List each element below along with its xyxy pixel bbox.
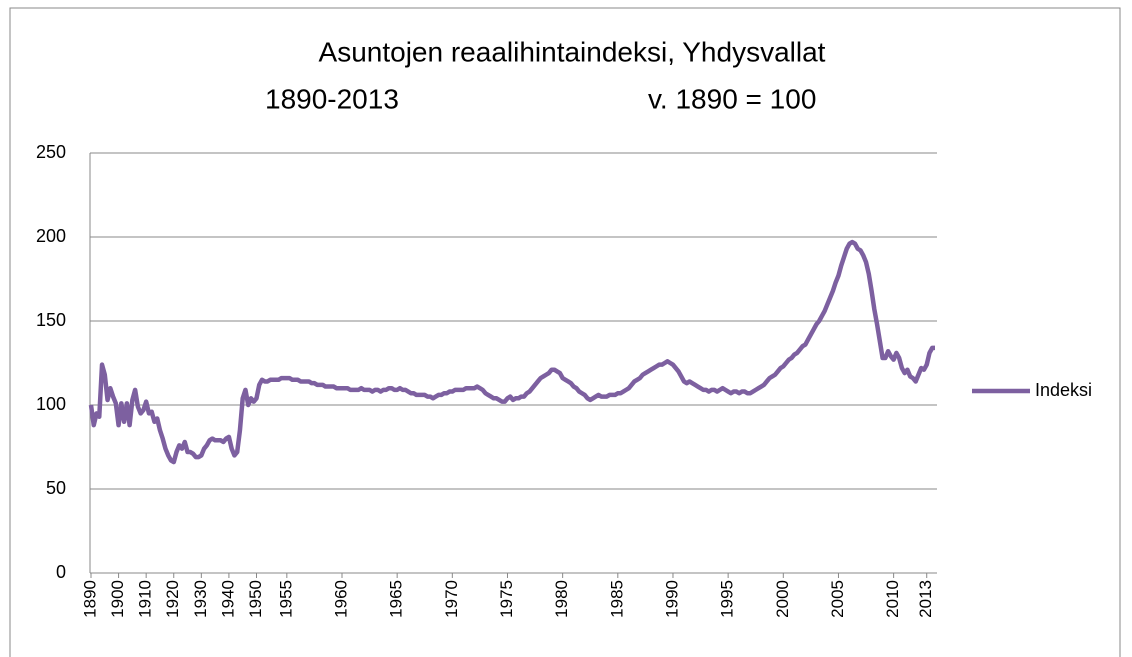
x-tick-label: 1990: [662, 580, 681, 618]
x-tick-label: 1910: [136, 580, 155, 618]
y-tick-label: 0: [56, 562, 66, 582]
x-tick-label: 1970: [442, 580, 461, 618]
chart-subtitle: 1890-2013: [265, 83, 399, 114]
chart-note: v. 1890 = 100: [648, 83, 816, 114]
y-tick-label: 100: [36, 394, 66, 414]
x-tick-label: 1995: [718, 580, 737, 618]
x-tick-label: 2013: [916, 580, 935, 618]
x-tick-label: 1960: [331, 580, 350, 618]
x-tick-label: 2005: [828, 580, 847, 618]
x-tick-label: 1950: [246, 580, 265, 618]
x-tick-label: 1930: [191, 580, 210, 618]
y-tick-label: 250: [36, 142, 66, 162]
x-tick-label: 2010: [883, 580, 902, 618]
x-tick-label: 1920: [163, 580, 182, 618]
x-tick-label: 1985: [607, 580, 626, 618]
chart-title: Asuntojen reaalihintaindeksi, Yhdysvalla…: [319, 36, 826, 67]
y-tick-label: 50: [46, 478, 66, 498]
y-tick-label: 200: [36, 226, 66, 246]
x-tick-label: 2000: [773, 580, 792, 618]
x-tick-label: 1965: [387, 580, 406, 618]
x-tick-label: 1890: [80, 580, 99, 618]
data-line: [88, 239, 935, 465]
x-tick-label: 1940: [218, 580, 237, 618]
x-tick-label: 1900: [108, 580, 127, 618]
chart-frame: [9, 7, 1121, 657]
x-tick-label: 1980: [552, 580, 571, 618]
x-tick-label: 1975: [497, 580, 516, 618]
y-tick-label: 150: [36, 310, 66, 330]
legend-label: Indeksi: [1035, 380, 1092, 400]
x-tick-label: 1955: [276, 580, 295, 618]
